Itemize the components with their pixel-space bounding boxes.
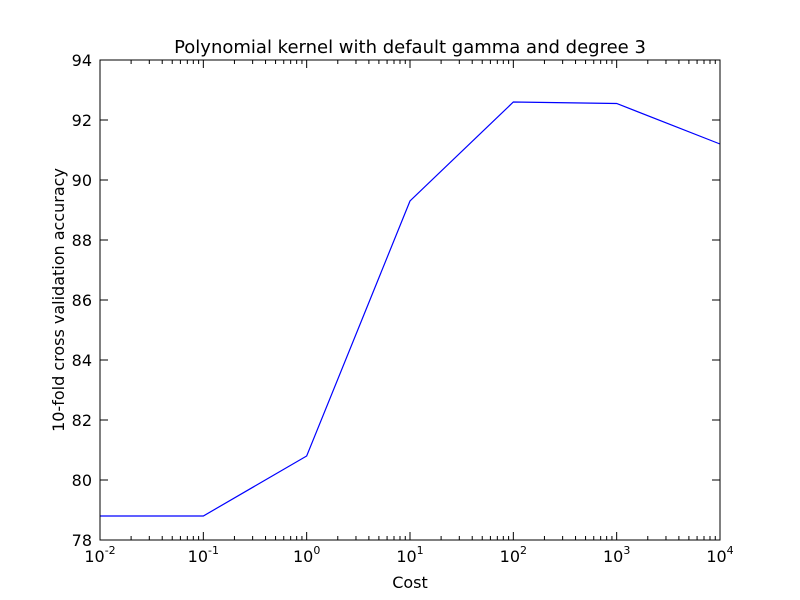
x-tick-exponent: -2 bbox=[105, 544, 116, 557]
x-tick-label: 102 bbox=[500, 544, 527, 566]
x-tick-exponent: 2 bbox=[520, 544, 527, 557]
x-tick-label: 100 bbox=[293, 544, 320, 566]
x-tick-label: 101 bbox=[396, 544, 423, 566]
chart-title: Polynomial kernel with default gamma and… bbox=[174, 37, 646, 58]
x-tick-base: 10 bbox=[706, 547, 726, 566]
x-tick-base: 10 bbox=[84, 547, 104, 566]
y-tick-label: 84 bbox=[72, 351, 92, 370]
x-tick-exponent: 4 bbox=[727, 544, 734, 557]
plot-frame bbox=[99, 59, 721, 541]
series-layer bbox=[100, 101, 721, 517]
x-axis-label: Cost bbox=[392, 573, 428, 592]
y-tick-label: 88 bbox=[72, 231, 92, 250]
y-tick-label: 90 bbox=[72, 171, 92, 190]
y-tick-label: 80 bbox=[72, 471, 92, 490]
y-tick-label: 92 bbox=[72, 111, 92, 130]
x-tick-base: 10 bbox=[603, 547, 623, 566]
x-tick-exponent: -1 bbox=[208, 544, 219, 557]
y-axis-label: 10-fold cross validation accuracy bbox=[49, 168, 68, 432]
x-tick-label: 10-2 bbox=[84, 544, 115, 566]
x-tick-label: 103 bbox=[603, 544, 630, 566]
x-tick-base: 10 bbox=[188, 547, 208, 566]
y-tick-label: 82 bbox=[72, 411, 92, 430]
y-tick-label: 78 bbox=[72, 531, 92, 550]
x-tick-base: 10 bbox=[293, 547, 313, 566]
x-tick-base: 10 bbox=[500, 547, 520, 566]
y-tick-label: 86 bbox=[72, 291, 92, 310]
x-tick-label: 10-1 bbox=[188, 544, 219, 566]
x-tick-exponent: 3 bbox=[623, 544, 630, 557]
x-tick-base: 10 bbox=[396, 547, 416, 566]
series-line bbox=[100, 101, 721, 517]
x-tick-label: 104 bbox=[706, 544, 733, 566]
y-tick-label: 94 bbox=[72, 51, 92, 70]
x-tick-exponent: 1 bbox=[417, 544, 424, 557]
x-tick-exponent: 0 bbox=[313, 544, 320, 557]
